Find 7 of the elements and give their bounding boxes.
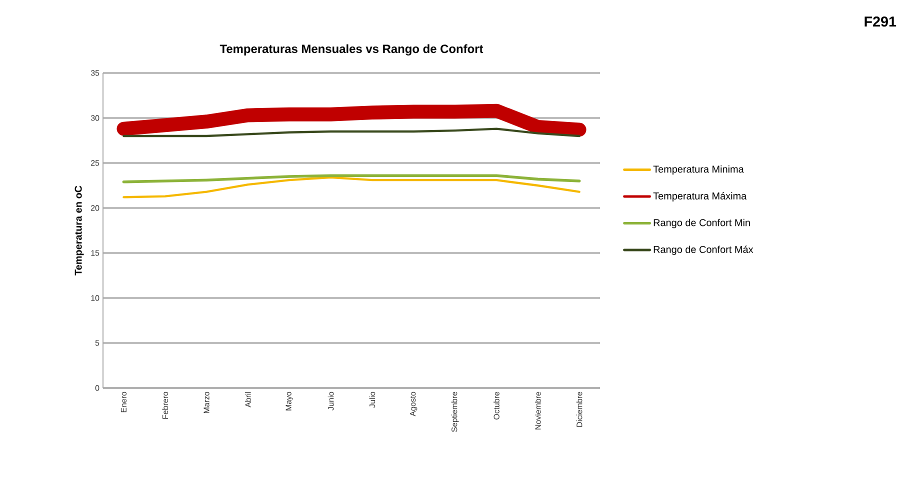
legend-label: Temperatura Máxima (653, 192, 747, 202)
legend-label: Rango de Confort Min (654, 218, 750, 228)
chart-title: Temperaturas Mensuales vs Rango de Confort (220, 44, 484, 56)
text: F291 (864, 16, 896, 27)
legend-label: Rango de Confort Máx (654, 246, 754, 255)
legend-label: Temperatura Minima (653, 165, 744, 175)
y-axis-title: Temperatura en oC (74, 186, 84, 276)
